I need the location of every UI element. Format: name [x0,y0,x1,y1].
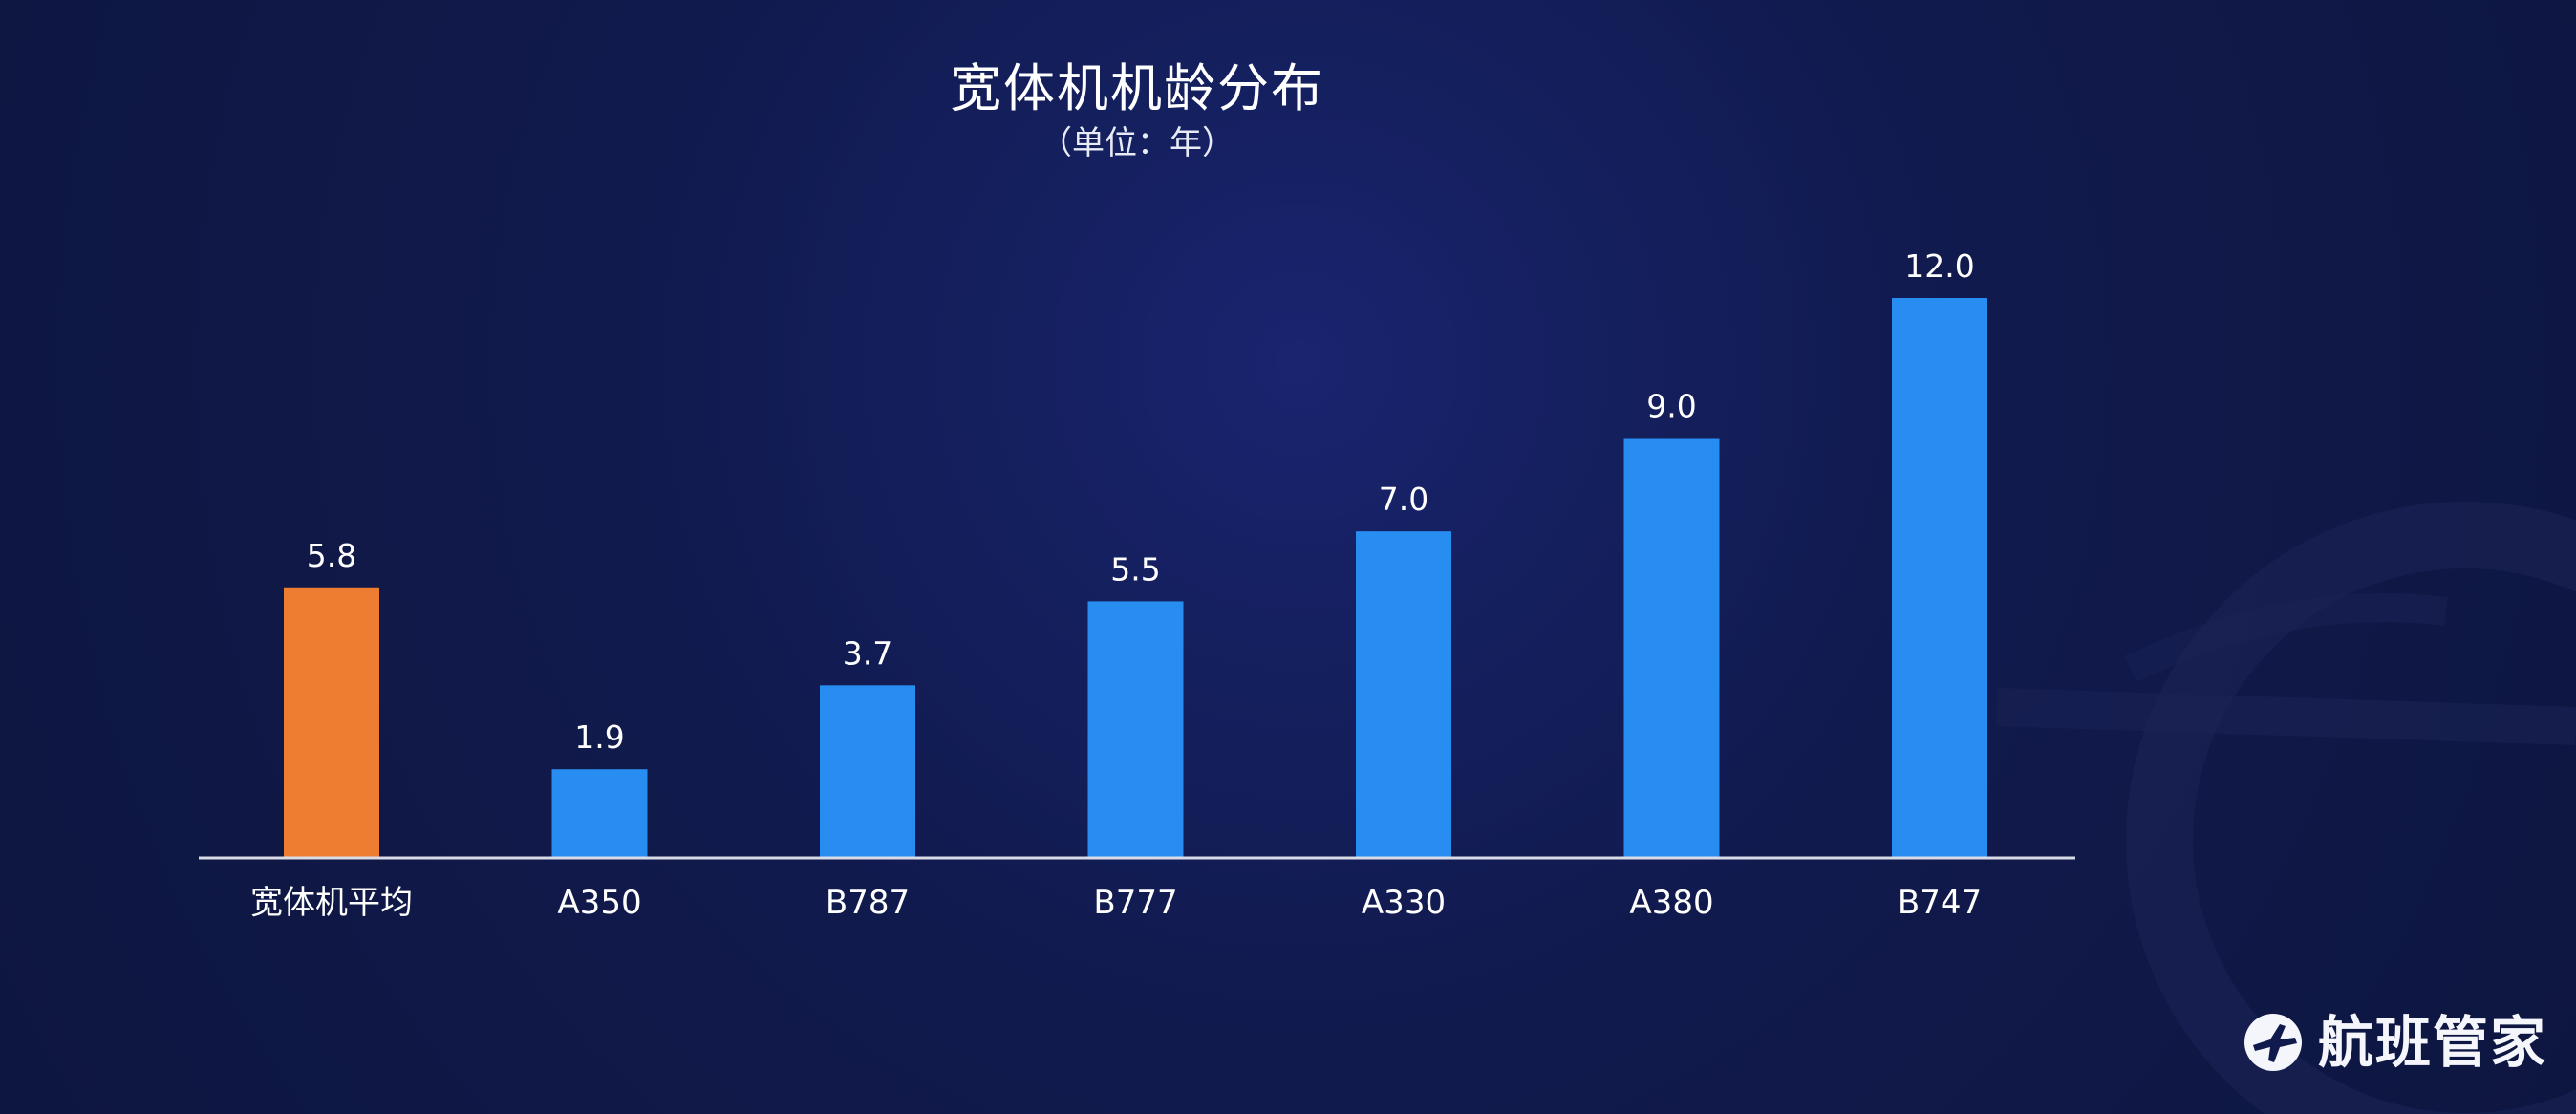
airplane-logo-icon [2243,1014,2302,1071]
category-label-a380: A380 [1629,884,1713,922]
value-label-b777: 5.5 [1110,550,1160,588]
bar-a380 [1623,438,1720,858]
value-label-a380: 9.0 [1646,388,1696,425]
bar-a350 [551,769,648,858]
value-label-b747: 12.0 [1904,247,1974,285]
brand-name: 航班管家 [2317,1010,2547,1075]
value-label-b787: 3.7 [843,634,892,672]
chart-subtitle: （单位：年） [1040,124,1234,162]
bar-b777 [1087,601,1184,858]
bars-layer [284,298,1987,858]
value-label-a330: 7.0 [1379,481,1428,518]
chart-title: 宽体机机龄分布 [950,58,1324,118]
category-label-average: 宽体机平均 [250,884,413,922]
bar-a330 [1356,531,1451,858]
bar-b747 [1892,298,1987,858]
bar-b787 [820,685,915,858]
category-label-b787: B787 [826,884,910,922]
chart-title-block: 宽体机机龄分布 （单位：年） [850,55,1424,164]
brand-logo: 航班管家 [2242,1009,2547,1076]
category-label-b777: B777 [1093,884,1177,922]
bar-average [284,587,379,858]
category-label-b747: B747 [1898,884,1982,922]
value-label-a350: 1.9 [574,718,624,756]
labels-layer: 5.8 宽体机平均 1.9 A350 3.7 B787 5.5 B777 7.0 A330 9.0 A… [250,247,1982,922]
category-label-a330: A330 [1362,884,1446,922]
value-label-average: 5.8 [307,537,356,574]
category-label-a350: A350 [557,884,641,922]
